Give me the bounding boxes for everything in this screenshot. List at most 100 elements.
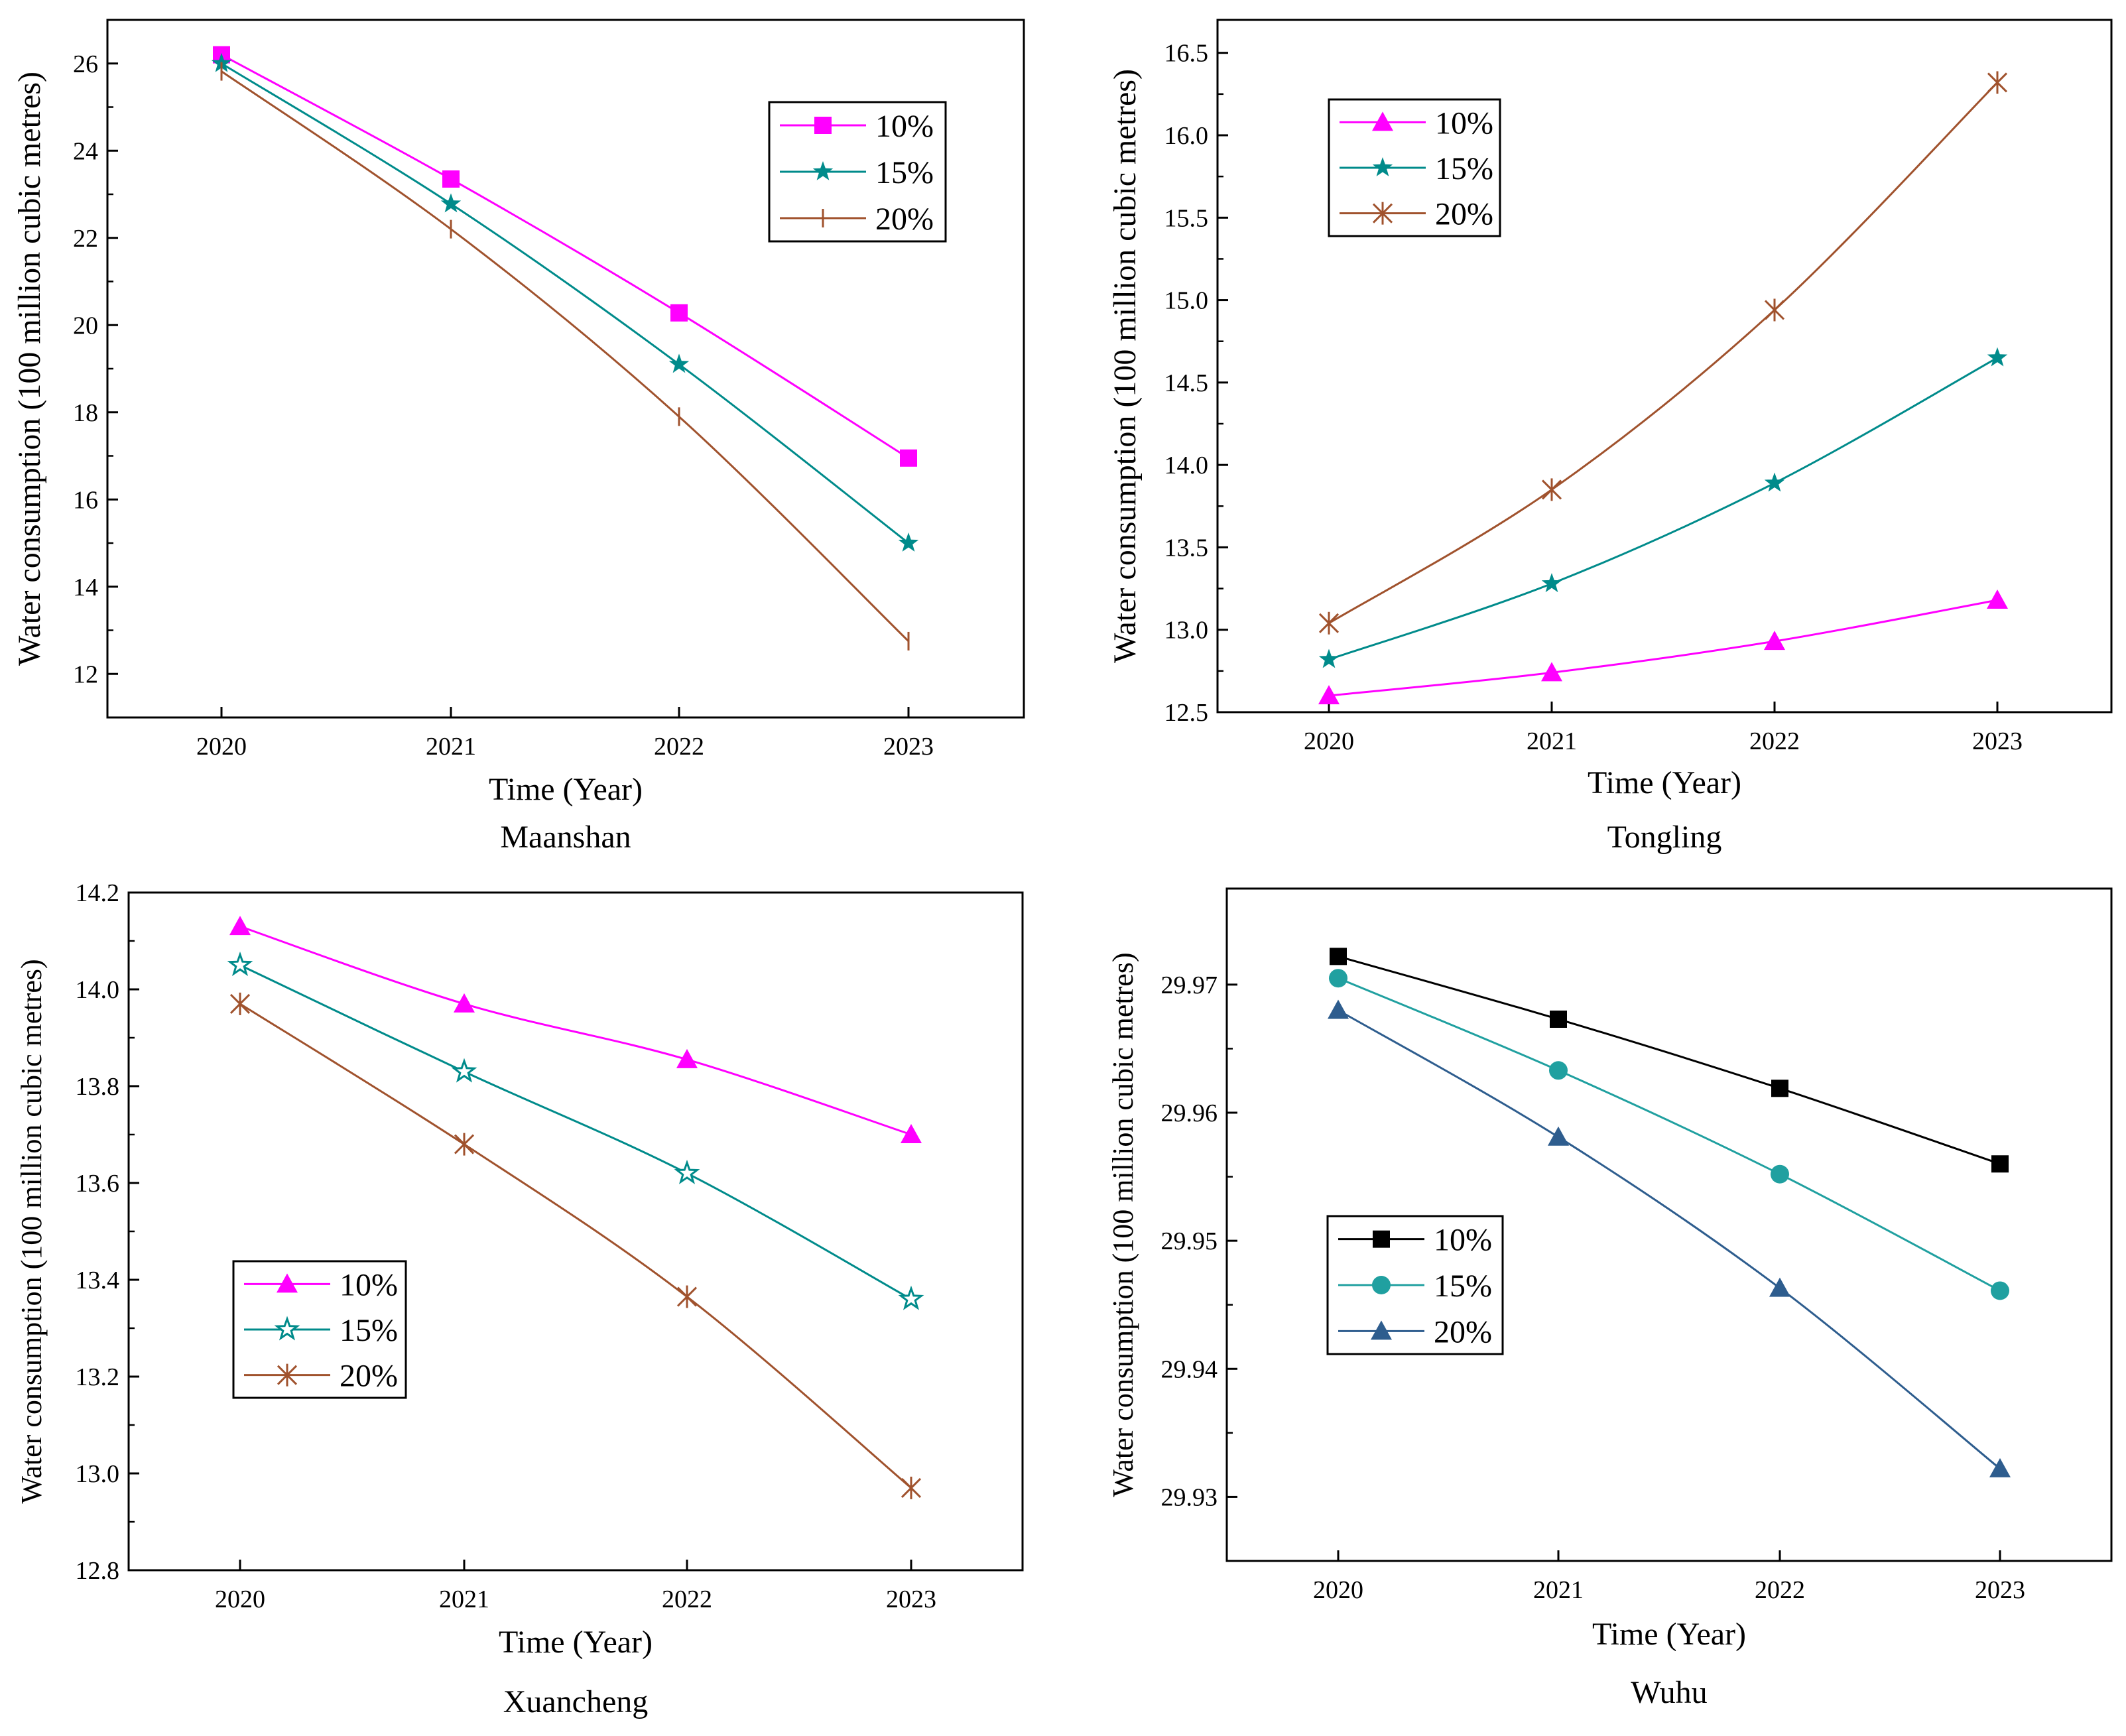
y-tick-label: 29.93 <box>1161 1483 1218 1511</box>
series-line <box>1328 82 1999 625</box>
data-point <box>1764 298 1785 322</box>
legend-label: 20% <box>340 1359 398 1394</box>
x-tick-label: 2023 <box>1975 1576 2025 1604</box>
chart-caption: Xuancheng <box>503 1684 649 1719</box>
x-tick-label: 2023 <box>886 1585 936 1613</box>
series-line <box>1338 977 2001 1292</box>
y-tick-label: 13.6 <box>76 1170 120 1198</box>
plot-frame <box>1225 887 2113 1562</box>
legend-marker <box>812 161 834 180</box>
data-point <box>1764 631 1785 651</box>
legend-marker <box>1372 202 1393 225</box>
legend-label: 15% <box>875 155 934 190</box>
legend-marker <box>277 1363 298 1387</box>
y-tick-label: 14.2 <box>76 879 120 907</box>
series-line <box>1328 599 1998 697</box>
x-tick-label: 2020 <box>196 733 247 761</box>
legend-marker <box>1373 1230 1390 1248</box>
data-point <box>1318 685 1340 705</box>
legend-marker <box>277 1273 298 1293</box>
y-tick-label: 20 <box>73 312 98 340</box>
y-tick-label: 29.94 <box>1161 1355 1218 1383</box>
chart-panel-wuhu: 29.93 29.94 29.95 29.96 29.97 2020 2021 2022 202… <box>1107 887 2113 1710</box>
x-tick-label: 2020 <box>215 1585 265 1613</box>
y-tick-label: 13.0 <box>76 1460 120 1488</box>
series-20pct <box>229 992 922 1499</box>
series-line <box>221 54 909 460</box>
data-point <box>227 952 253 976</box>
legend-label: 15% <box>1434 1269 1492 1304</box>
data-point <box>670 304 688 322</box>
x-tick-label: 2022 <box>1755 1576 1805 1604</box>
series-line <box>221 70 910 643</box>
y-tick-label: 29.95 <box>1161 1227 1218 1255</box>
series-20pct <box>220 62 910 651</box>
legend-label: 10% <box>875 109 934 144</box>
y-tick-label: 13.5 <box>1164 534 1209 562</box>
data-point <box>674 1159 700 1184</box>
series-20pct <box>1318 71 2008 635</box>
data-point <box>668 353 690 373</box>
x-tick-label: 2020 <box>1313 1576 1363 1604</box>
y-tick-label: 26 <box>73 50 98 78</box>
series-line <box>1338 955 2001 1165</box>
data-point <box>898 1285 924 1310</box>
data-point <box>676 1285 698 1308</box>
legend-label: 10% <box>1434 1223 1492 1258</box>
legend: 10% 15% 20% <box>768 101 947 243</box>
y-axis-label: Water consumption (100 million cubic met… <box>12 72 47 666</box>
y-tick-label: 16.5 <box>1164 40 1209 68</box>
plot-frame <box>1216 19 2113 713</box>
data-point <box>898 532 919 552</box>
y-tick-label: 15.5 <box>1164 204 1209 232</box>
data-point <box>1991 1155 2009 1173</box>
y-tick-label: 14.0 <box>1164 452 1209 479</box>
data-point <box>1987 347 2008 367</box>
y-tick-label: 16.0 <box>1164 122 1209 150</box>
y-tick-label: 29.97 <box>1161 971 1218 999</box>
chart-panel-tongling: 12.5 13.0 13.5 14.0 14.5 15.0 15.5 16.0 16.5 2020… <box>1107 19 2113 855</box>
y-tick-label: 13.8 <box>76 1073 120 1101</box>
data-point <box>1318 649 1340 668</box>
data-point <box>1991 1281 2009 1300</box>
series-line <box>239 925 912 1136</box>
series-10pct <box>1330 948 2009 1173</box>
legend-marker <box>1372 1276 1391 1294</box>
series-line <box>239 964 912 1300</box>
data-point <box>1771 1164 1789 1184</box>
legend-marker <box>1372 111 1393 131</box>
legend-label: 15% <box>340 1313 398 1348</box>
data-point <box>1548 1126 1569 1146</box>
y-tick-label: 24 <box>73 137 98 165</box>
series-15pct <box>1318 347 2008 668</box>
y-tick-label: 13.2 <box>76 1363 120 1391</box>
data-point <box>442 170 460 188</box>
series-line <box>239 1003 912 1489</box>
series-line <box>1338 1009 2001 1470</box>
data-point <box>1328 999 1349 1019</box>
data-point <box>1329 969 1347 988</box>
series-15pct <box>1329 969 2009 1300</box>
y-tick-label: 12 <box>73 660 98 688</box>
legend-label: 20% <box>875 202 934 237</box>
y-tick-label: 15.0 <box>1164 287 1209 315</box>
data-point <box>1987 589 2008 609</box>
series-10pct <box>229 916 922 1143</box>
data-point <box>1541 478 1562 501</box>
x-axis-label: Time (Year) <box>499 1625 653 1660</box>
y-axis-label: Water consumption (100 million cubic met… <box>1107 69 1143 663</box>
legend-marker <box>1371 1320 1392 1340</box>
x-tick-label: 2020 <box>1304 727 1354 755</box>
x-tick-label: 2021 <box>1527 727 1577 755</box>
y-tick-label: 29.96 <box>1161 1099 1218 1127</box>
data-point <box>440 193 462 213</box>
data-point <box>676 1048 698 1068</box>
data-point <box>901 1476 922 1499</box>
legend-label: 10% <box>1435 105 1493 141</box>
y-tick-label: 16 <box>73 486 98 514</box>
data-point <box>1541 573 1562 593</box>
series-20pct <box>1328 999 2011 1477</box>
y-tick-label: 14.5 <box>1164 369 1209 397</box>
x-tick-label: 2022 <box>662 1585 712 1613</box>
data-point <box>1771 1080 1788 1097</box>
